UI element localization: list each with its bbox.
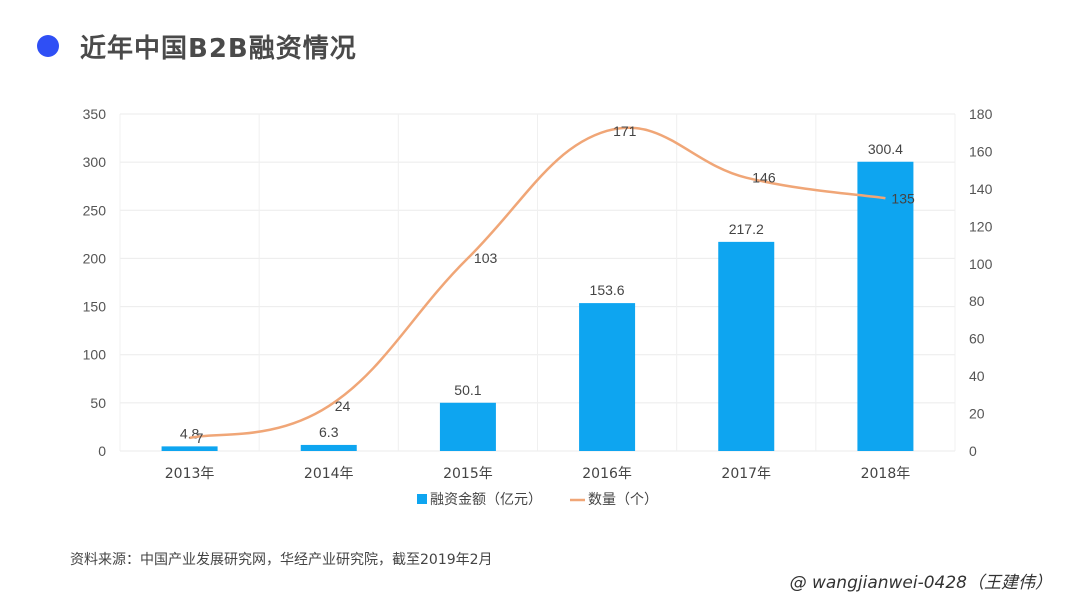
y-left-tick-label: 350 [83,106,107,122]
title-bullet-icon [37,35,59,57]
y-left-tick-label: 150 [83,299,107,315]
x-tick-label: 2018年 [861,466,911,482]
y-left-tick-label: 300 [83,154,107,170]
y-right-tick-label: 40 [969,368,985,384]
x-tick-label: 2015年 [443,466,493,482]
line-data-label: 103 [474,250,498,266]
y-left-tick-label: 50 [90,395,106,411]
y-right-tick-label: 0 [969,443,977,459]
y-right-tick-label: 80 [969,293,985,309]
line-data-label: 7 [196,430,204,446]
legend-line-label: 数量（个） [588,492,658,508]
y-right-tick-label: 140 [969,181,993,197]
y-right-tick-label: 120 [969,218,993,234]
y-left-tick-label: 100 [83,347,107,363]
line-data-label: 146 [752,170,776,186]
y-right-tick-label: 180 [969,106,993,122]
line-data-label: 24 [335,398,351,414]
y-left-tick-label: 0 [98,443,106,459]
watermark: @ wangjianwei-0428（王建伟） [789,573,1052,593]
bar-data-label: 6.3 [319,424,339,440]
y-left-tick-label: 200 [83,250,107,266]
legend-bar-swatch [417,494,427,504]
chart-canvas: 0 50 100 150 200 250 300 350 0 20 40 60 80 100 120 140 1… [83,106,993,508]
bar-data-label: 300.4 [868,141,903,157]
bar [439,402,496,451]
x-tick-label: 2017年 [721,466,771,482]
bar [161,446,218,451]
page-title: 近年中国B2B融资情况 [80,34,357,64]
bar [579,303,636,451]
bar-data-label: 50.1 [454,382,481,398]
bar [718,241,775,451]
y-left-tick-label: 250 [83,202,107,218]
y-right-tick-label: 160 [969,143,993,159]
x-tick-label: 2013年 [165,466,215,482]
line-data-label: 171 [613,123,637,139]
count-series-line [189,126,886,440]
x-tick-label: 2014年 [304,466,354,482]
y-right-tick-label: 60 [969,331,985,347]
bar [857,161,914,451]
y-right-tick-label: 100 [969,256,993,272]
line-data-label: 135 [891,190,915,206]
bar-data-label: 217.2 [729,221,764,237]
bar-data-label: 153.6 [590,282,625,298]
bar [300,444,357,451]
y-right-tick-label: 20 [969,406,985,422]
source-note: 资料来源：中国产业发展研究网，华经产业研究院，截至2019年2月 [70,552,493,568]
x-tick-label: 2016年 [582,466,632,482]
legend-bar-label: 融资金额（亿元） [430,492,542,508]
